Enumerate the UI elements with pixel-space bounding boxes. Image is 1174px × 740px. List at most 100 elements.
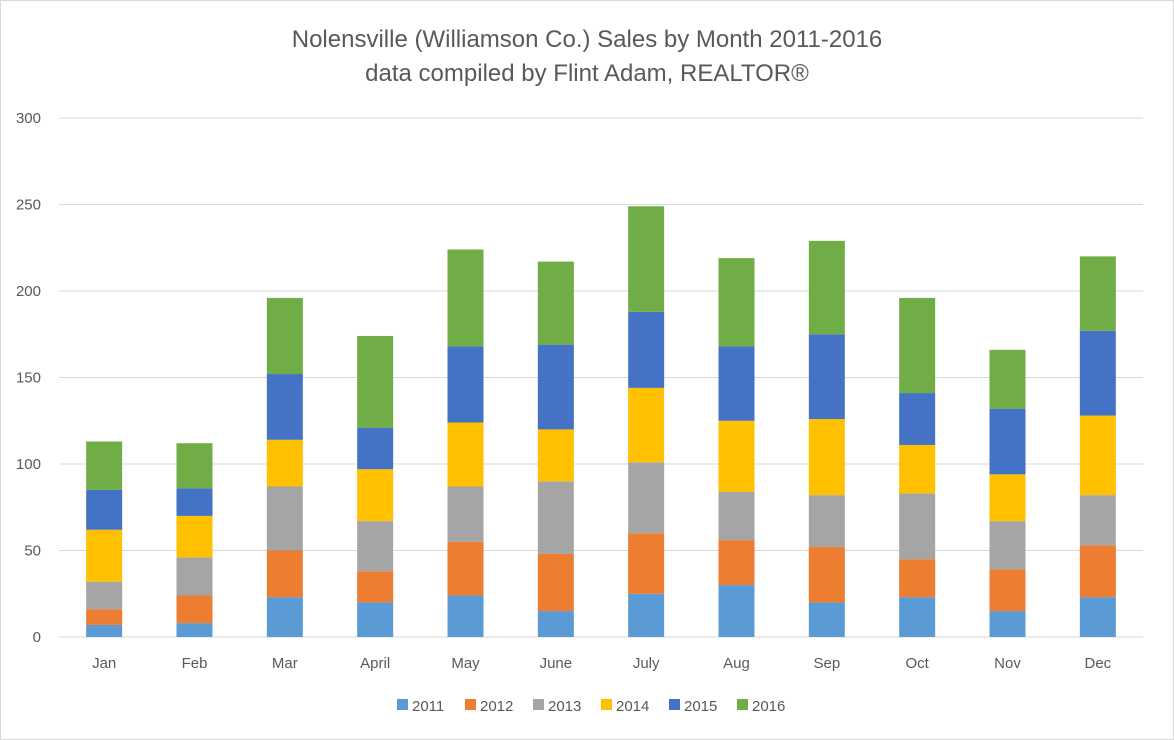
bar-segment-2014-mar: [266, 439, 303, 487]
bar-segment-2015-july: [628, 311, 665, 388]
bar-segment-2016-mar: [266, 297, 303, 375]
bar-segment-2013-aug: [718, 491, 755, 541]
bar-segment-2014-june: [537, 429, 574, 482]
bar-segment-2013-feb: [176, 557, 213, 596]
bar-stack-may: [447, 249, 484, 637]
chart-subtitle: data compiled by Flint Adam, REALTOR®: [365, 60, 809, 87]
bar-segment-2013-june: [537, 481, 574, 554]
bar-segment-2015-may: [447, 346, 484, 423]
bar-segment-2011-june: [537, 611, 574, 637]
bar-segment-2012-dec: [1079, 545, 1116, 598]
stacked-bars: [86, 206, 1116, 637]
bar-segment-2016-dec: [1079, 256, 1116, 331]
bar-segment-2011-nov: [989, 611, 1026, 637]
x-tick-label: June: [540, 655, 573, 672]
bar-segment-2014-nov: [989, 474, 1026, 522]
bar-segment-2014-oct: [899, 444, 936, 494]
bar-segment-2016-aug: [718, 258, 755, 347]
x-tick-label: Nov: [994, 655, 1021, 672]
bar-segment-2013-mar: [266, 486, 303, 551]
x-tick-label: Feb: [182, 655, 208, 672]
bar-segment-2013-dec: [1079, 495, 1116, 546]
y-axis-tick-labels: 0 50 100 150 200 250 300: [16, 110, 41, 646]
bar-segment-2013-nov: [989, 521, 1026, 570]
bar-segment-2015-sep: [808, 334, 845, 420]
bar-segment-2013-july: [628, 462, 665, 534]
bar-segment-2013-sep: [808, 495, 845, 548]
bar-segment-2011-oct: [899, 597, 936, 637]
bar-segment-2016-jan: [86, 441, 123, 490]
bar-segment-2012-april: [357, 571, 394, 603]
bar-segment-2012-may: [447, 541, 484, 596]
legend-item-2015: 2015: [669, 698, 717, 715]
bar-segment-2015-aug: [718, 346, 755, 421]
bar-segment-2016-sep: [808, 240, 845, 335]
bar-segment-2011-july: [628, 593, 665, 637]
bar-stack-oct: [899, 297, 936, 637]
bar-stack-april: [357, 335, 394, 637]
bar-segment-2016-nov: [989, 349, 1026, 409]
chart-title: Nolensville (Williamson Co.) Sales by Mo…: [292, 26, 882, 53]
x-tick-label: Oct: [905, 655, 929, 672]
legend-item-2016: 2016: [737, 698, 785, 715]
bar-segment-2011-sep: [808, 602, 845, 637]
y-tick-label: 250: [16, 197, 41, 214]
bar-segment-2012-aug: [718, 540, 755, 586]
bar-segment-2015-oct: [899, 393, 936, 445]
legend-swatch: [601, 699, 612, 710]
legend-swatch: [465, 699, 476, 710]
x-tick-label: May: [451, 655, 480, 672]
x-axis-tick-labels: Jan Feb Mar April May June July Aug Sep Oct Nov Dec: [92, 655, 1112, 672]
y-tick-label: 300: [16, 110, 41, 127]
legend-item-2011: 2011: [397, 698, 444, 715]
bar-stack-july: [628, 206, 665, 637]
bar-segment-2016-feb: [176, 443, 213, 489]
legend-label: 2013: [548, 698, 581, 715]
bar-segment-2014-may: [447, 422, 484, 487]
bar-stack-jan: [86, 441, 123, 637]
bar-segment-2013-april: [357, 521, 394, 572]
bar-segment-2016-june: [537, 261, 574, 345]
y-tick-label: 50: [24, 543, 41, 560]
legend-swatch: [669, 699, 680, 710]
bar-segment-2011-aug: [718, 585, 755, 637]
bar-segment-2014-feb: [176, 515, 213, 558]
legend-label: 2014: [616, 698, 649, 715]
bar-segment-2015-jan: [86, 489, 123, 530]
bar-segment-2012-sep: [808, 547, 845, 603]
bar-stack-mar: [266, 297, 303, 637]
bar-segment-2015-april: [357, 427, 394, 470]
x-tick-label: April: [360, 655, 390, 672]
bar-segment-2014-dec: [1079, 415, 1116, 496]
bar-stack-sep: [808, 240, 845, 637]
bar-segment-2012-july: [628, 533, 665, 594]
legend-swatch: [397, 699, 408, 710]
y-tick-label: 150: [16, 370, 41, 387]
bar-segment-2011-may: [447, 595, 484, 637]
legend-label: 2012: [480, 698, 513, 715]
bar-segment-2014-aug: [718, 420, 755, 492]
legend-item-2012: 2012: [465, 698, 513, 715]
gridlines: [59, 117, 1143, 638]
bar-segment-2015-mar: [266, 374, 303, 440]
bar-segment-2011-jan: [86, 624, 123, 637]
bar-segment-2016-may: [447, 249, 484, 347]
legend-label: 2011: [412, 698, 444, 715]
legend-item-2014: 2014: [601, 698, 649, 715]
bar-segment-2012-jan: [86, 609, 123, 625]
bar-segment-2014-april: [357, 469, 394, 522]
bar-segment-2011-dec: [1079, 597, 1116, 637]
bar-segment-2013-may: [447, 486, 484, 542]
bar-stack-feb: [176, 443, 213, 637]
x-tick-label: Dec: [1084, 655, 1111, 672]
bar-segment-2011-april: [357, 602, 394, 637]
bar-segment-2012-mar: [266, 550, 303, 598]
x-tick-label: Jan: [92, 655, 116, 672]
bar-segment-2013-jan: [86, 581, 123, 610]
bar-segment-2014-jan: [86, 529, 123, 582]
x-tick-label: July: [633, 655, 660, 672]
bar-segment-2016-oct: [899, 297, 936, 394]
bar-segment-2015-nov: [989, 408, 1026, 475]
legend-swatch: [737, 699, 748, 710]
